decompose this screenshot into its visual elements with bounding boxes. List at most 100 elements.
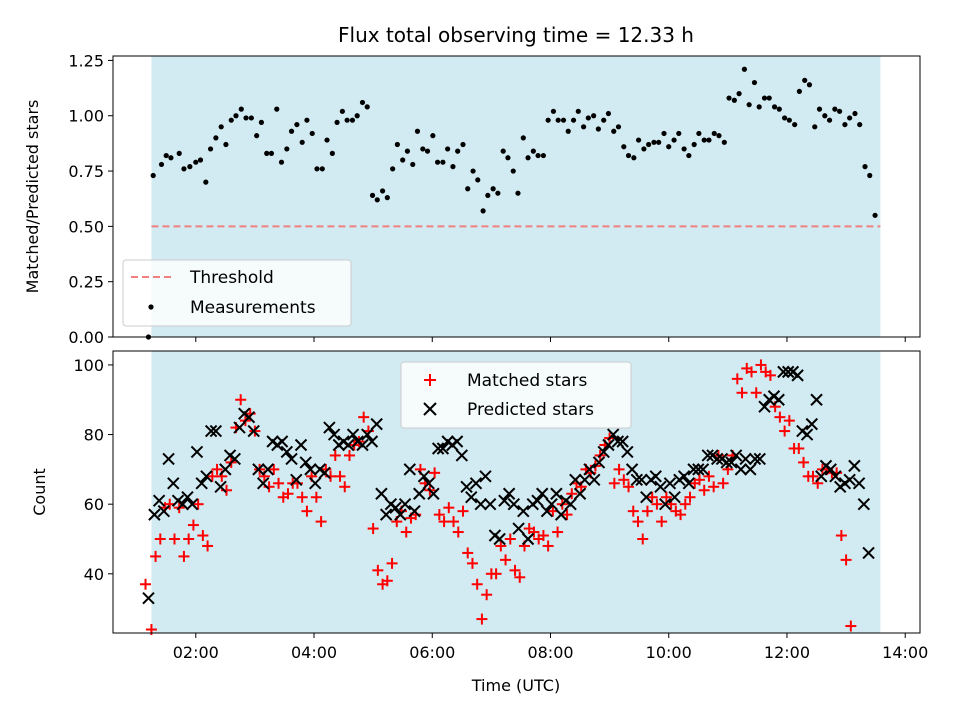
predicted-star-point [753,452,766,466]
matched-star-point [490,568,502,580]
predicted-star-point [507,497,521,511]
top-y-tick-label: 0.50 [68,217,104,236]
x-tick-label: 06:00 [409,643,455,662]
measurement-point [218,124,224,130]
predicted-star-point [621,445,634,459]
matched-star-point [693,474,705,486]
predicted-star-point [176,497,189,511]
measurement-point [816,106,823,112]
measurement-point [344,117,350,123]
measurement-point [857,121,863,128]
measurement-point [535,152,541,159]
measurement-point [671,137,677,143]
measurement-point [545,117,551,123]
predicted-star-point [843,473,856,487]
measurement-point [786,117,792,123]
predicted-star-point [720,456,733,469]
predicted-star-point [152,494,166,507]
matched-star-point [514,571,526,583]
matched-star-point [367,523,379,535]
matched-star-point [684,491,696,503]
bottom-y-tick-label: 40 [84,565,104,584]
matched-star-point [386,557,398,569]
matched-star-point [206,470,218,482]
matched-star-point [268,463,280,475]
measurement-point [268,150,275,156]
top-x-ticks [195,337,906,342]
measurement-point [641,146,647,152]
top-y-tick-label: 1.00 [68,107,104,126]
measurement-point [314,166,320,172]
measurement-point [264,150,270,156]
measurement-point [500,148,506,154]
predicted-star-point [852,477,866,490]
top-legend-box [122,259,352,327]
predicted-star-point [290,473,303,487]
measurement-point [238,106,244,112]
predicted-star-point [502,487,516,500]
measurement-point [646,141,652,148]
measurement-point [294,121,300,128]
measurement-point [595,126,601,132]
measurement-points [145,66,878,340]
predicted-star-point [635,473,648,487]
measurement-point [520,135,526,141]
predicted-star-point [536,487,549,500]
measurement-point [207,146,214,152]
matched-star-point [537,530,549,542]
measurement-point [430,133,436,139]
predicted-star-point [569,473,582,487]
measurement-point [550,108,557,114]
predicted-legend-swatch [423,402,437,416]
predicted-star-point [862,546,875,560]
measurement-point [555,117,561,123]
measurement-point [836,108,843,114]
measurement-point [852,110,858,117]
measurement-point [445,146,451,152]
predicted-star-point [729,449,743,462]
predicted-star-point [791,369,804,382]
measurement-point [696,130,702,137]
predicted-star-point [370,417,383,431]
predicted-star-point [460,480,473,493]
predicted-star-point [498,494,511,507]
top-y-tick-label: 0.25 [68,273,104,292]
measurement-point [615,124,622,130]
measurement-point [666,144,672,150]
measurement-point [309,130,315,137]
predicted-star-point [450,435,464,448]
measurement-point [591,113,597,119]
measurement-point [390,166,396,172]
predicted-star-point [219,463,232,476]
predicted-star-point [323,421,336,434]
measurement-point [661,130,667,137]
measurement-point [379,188,386,194]
matched-star-point [183,533,195,545]
matched-star-point [372,564,384,576]
matched-legend-swatch [424,374,436,386]
predicted-star-point [829,470,842,483]
matched-star-point [783,415,795,427]
matched-star-point [632,516,644,528]
measurement-point [575,108,581,114]
measurement-point [701,137,707,143]
measurement-point [349,117,356,123]
predicted-star-point [687,463,700,476]
predicted-star-point [308,477,322,490]
measurement-point [304,117,310,123]
predicted-star-point [417,470,431,483]
measurement-point [233,113,239,119]
predicted-star-point [517,504,530,518]
predicted-star-point [824,463,837,476]
predicted-star-point [640,491,653,504]
x-tick-label: 04:00 [291,643,337,662]
measurement-point [475,177,481,183]
matched-star-point [807,470,819,482]
matched-star-point [448,516,460,528]
predicted-star-point [285,452,298,466]
predicted-star-point [597,445,610,459]
predicted-star-point [204,424,218,438]
measurement-point [741,66,748,72]
measurement-point [158,161,165,168]
measurement-point [812,124,818,130]
